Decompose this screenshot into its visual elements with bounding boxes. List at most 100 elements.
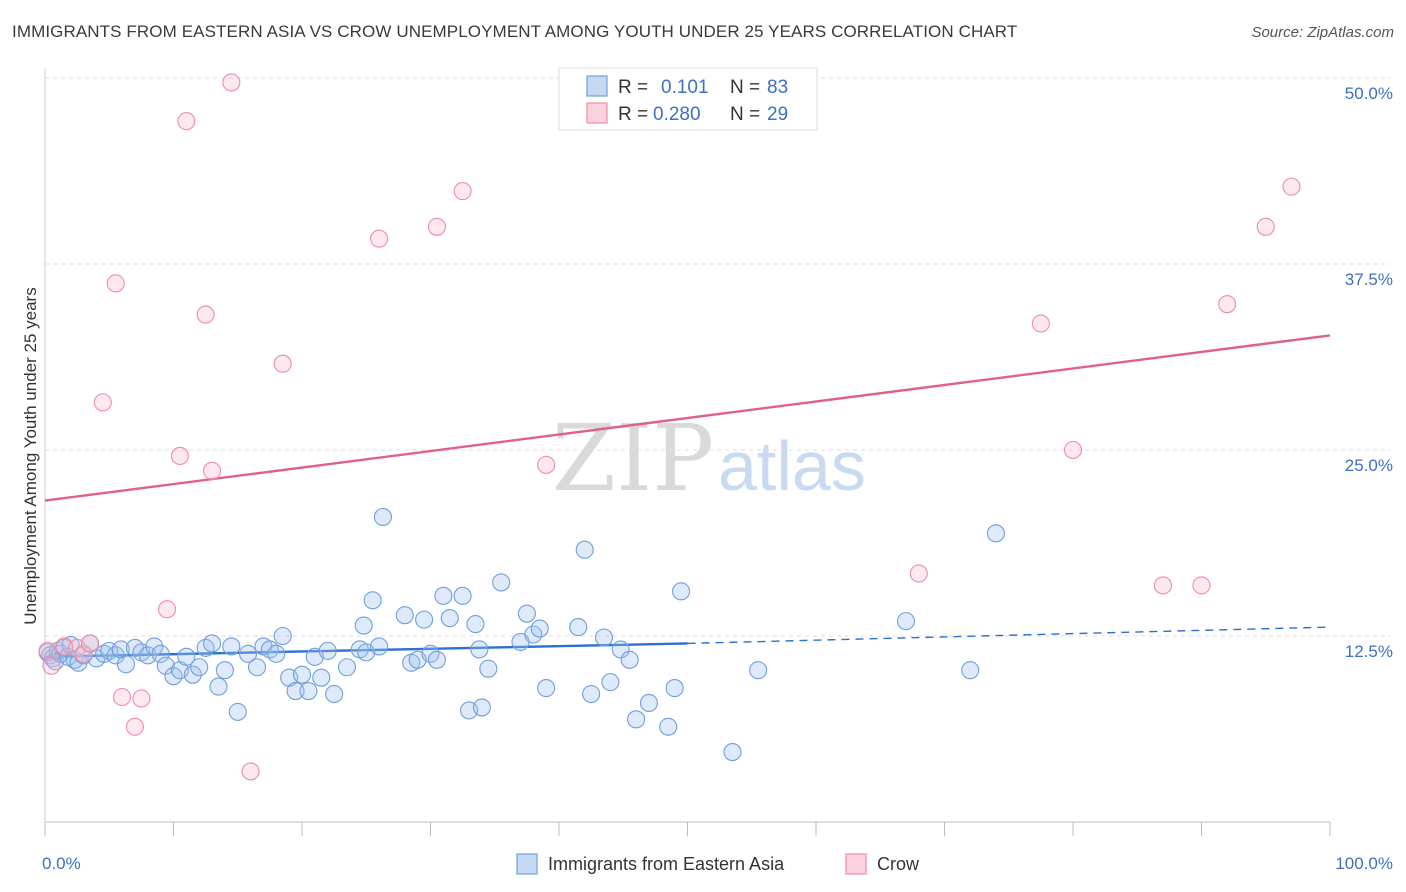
point-series1-43 <box>286 682 305 701</box>
point-series1-65 <box>453 586 472 605</box>
point-series2-12 <box>170 446 189 466</box>
point-series1-77 <box>569 618 588 637</box>
point-series2-13 <box>177 112 196 131</box>
point-series1-69 <box>472 698 491 717</box>
point-series1-22 <box>145 637 164 656</box>
legend-n-value-2: 29 <box>767 104 788 125</box>
bottom-legend-label-2: Crow <box>877 854 920 874</box>
point-series1-49 <box>325 684 344 704</box>
watermark-atlas: atlas <box>718 427 866 505</box>
point-series2-9 <box>125 717 144 736</box>
legend-r-label-1: R = <box>618 77 648 98</box>
x-tick-label-1: 100.0% <box>1335 854 1393 873</box>
point-series2-5 <box>80 634 100 653</box>
point-series1-90 <box>749 661 768 680</box>
point-series1-52 <box>354 616 373 635</box>
point-series1-47 <box>312 668 331 687</box>
point-series2-25 <box>1063 440 1083 460</box>
y-tick-label-2: 37.5% <box>1345 270 1393 289</box>
correlation-legend: R = 0.101 N = 83 R = 0.280 N = 29 <box>558 67 818 131</box>
point-series1-28 <box>183 665 202 684</box>
legend-n-label-2: N = <box>730 104 760 125</box>
legend-swatch-pink <box>586 102 608 124</box>
point-series2-17 <box>241 762 260 781</box>
point-series1-63 <box>434 586 453 605</box>
point-series1-55 <box>370 637 389 656</box>
point-series2-16 <box>222 73 241 92</box>
point-series2-0 <box>38 641 57 660</box>
axes <box>44 68 1331 836</box>
point-series1-44 <box>292 665 312 684</box>
series-legend: Immigrants from Eastern Asia Crow <box>516 853 920 875</box>
point-series1-41 <box>273 626 292 646</box>
point-series1-33 <box>215 661 234 680</box>
point-series2-26 <box>1153 576 1172 595</box>
point-series1-71 <box>492 573 511 592</box>
point-series1-45 <box>299 682 318 701</box>
point-series1-88 <box>672 582 691 601</box>
point-series1-27 <box>177 647 196 666</box>
point-series2-24 <box>1031 314 1050 333</box>
point-series2-29 <box>1256 217 1275 236</box>
point-series1-78 <box>575 540 594 559</box>
point-series1-92 <box>961 661 980 680</box>
point-series1-73 <box>517 604 536 623</box>
point-series1-36 <box>238 644 258 663</box>
legend-n-value-1: 83 <box>767 77 788 98</box>
point-series1-54 <box>363 591 382 610</box>
point-series2-15 <box>203 461 222 480</box>
point-series1-87 <box>665 679 684 698</box>
point-series2-30 <box>1282 177 1301 196</box>
point-series1-48 <box>318 641 337 660</box>
point-series1-75 <box>530 619 549 638</box>
x-tick-labels: 0.0% 100.0% <box>42 854 1393 873</box>
point-series1-31 <box>203 634 222 653</box>
point-series1-57 <box>395 606 414 625</box>
point-series1-80 <box>594 628 614 647</box>
chart-source: Source: ZipAtlas.com <box>1251 24 1394 41</box>
point-series1-93 <box>986 524 1005 543</box>
trend-line-eastern-asia-extension <box>687 626 1331 645</box>
point-series2-19 <box>370 229 389 248</box>
point-series1-62 <box>427 650 446 669</box>
point-series1-68 <box>470 640 489 659</box>
point-series1-67 <box>466 615 485 634</box>
point-series1-34 <box>222 637 241 656</box>
point-series1-84 <box>627 710 646 729</box>
y-tick-label-1: 25.0% <box>1345 456 1393 475</box>
gridlines <box>45 77 1390 637</box>
legend-swatch-blue <box>586 75 608 97</box>
watermark: ZIP atlas <box>552 405 866 512</box>
point-series1-64 <box>440 609 459 628</box>
point-series1-32 <box>209 677 228 696</box>
point-series1-60 <box>415 610 434 629</box>
bottom-legend-swatch-pink <box>845 853 867 875</box>
point-series2-6 <box>93 393 112 412</box>
trend-line-crow <box>44 334 1331 502</box>
point-series2-20 <box>427 217 446 236</box>
point-series2-14 <box>196 305 215 324</box>
point-series1-82 <box>611 640 630 659</box>
point-series1-81 <box>601 673 620 692</box>
chart-title: IMMIGRANTS FROM EASTERN ASIA VS CROW UNE… <box>12 22 1018 41</box>
point-series1-91 <box>896 612 916 631</box>
point-series1-37 <box>247 658 267 677</box>
legend-r-value-2: 0.280 <box>653 104 701 125</box>
legend-r-value-1: 0.101 <box>661 77 709 98</box>
point-series2-21 <box>453 182 472 201</box>
point-series1-24 <box>156 656 175 675</box>
y-tick-label-3: 50.0% <box>1345 84 1393 103</box>
point-series1-23 <box>151 644 170 663</box>
x-tick-label-0: 0.0% <box>42 854 81 873</box>
legend-r-label-2: R = <box>618 104 648 125</box>
legend-n-label-1: N = <box>730 77 760 98</box>
point-series1-35 <box>228 702 247 721</box>
point-series2-1 <box>42 656 61 675</box>
watermark-zip: ZIP <box>552 405 714 512</box>
point-series2-7 <box>106 274 125 293</box>
point-series2-10 <box>132 689 151 708</box>
point-series1-16 <box>106 646 125 665</box>
point-series1-29 <box>190 658 209 677</box>
point-series1-85 <box>639 693 659 713</box>
y-axis-title: Unemployment Among Youth under 25 years <box>21 287 40 624</box>
